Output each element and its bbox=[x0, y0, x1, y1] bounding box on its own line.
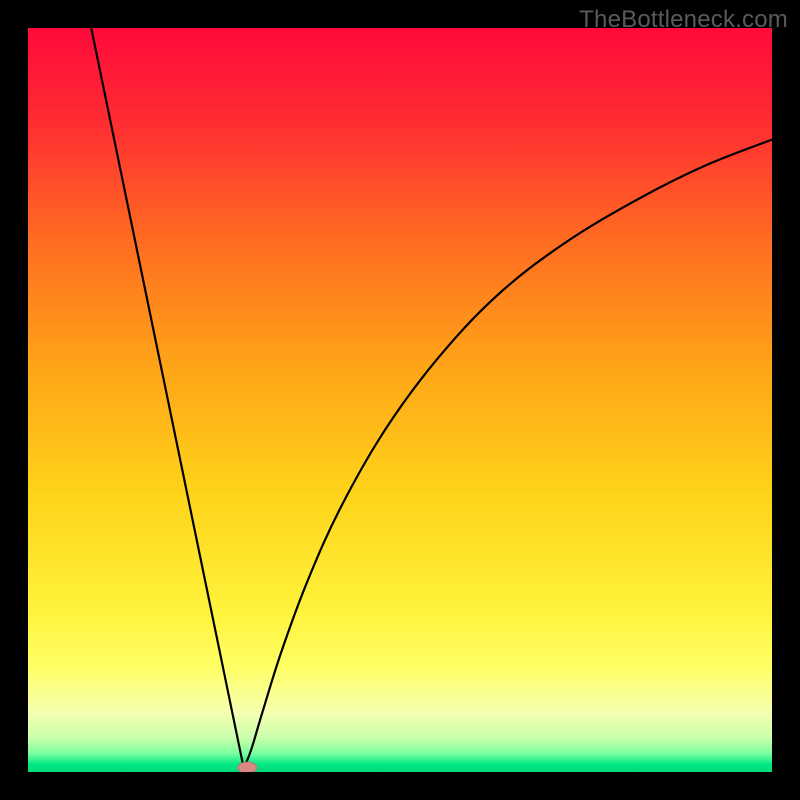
chart-frame: TheBottleneck.com bbox=[0, 0, 800, 800]
bottleneck-curve bbox=[28, 28, 772, 772]
plot-area bbox=[28, 28, 772, 772]
minimum-marker bbox=[238, 761, 257, 772]
watermark-text: TheBottleneck.com bbox=[579, 6, 788, 34]
